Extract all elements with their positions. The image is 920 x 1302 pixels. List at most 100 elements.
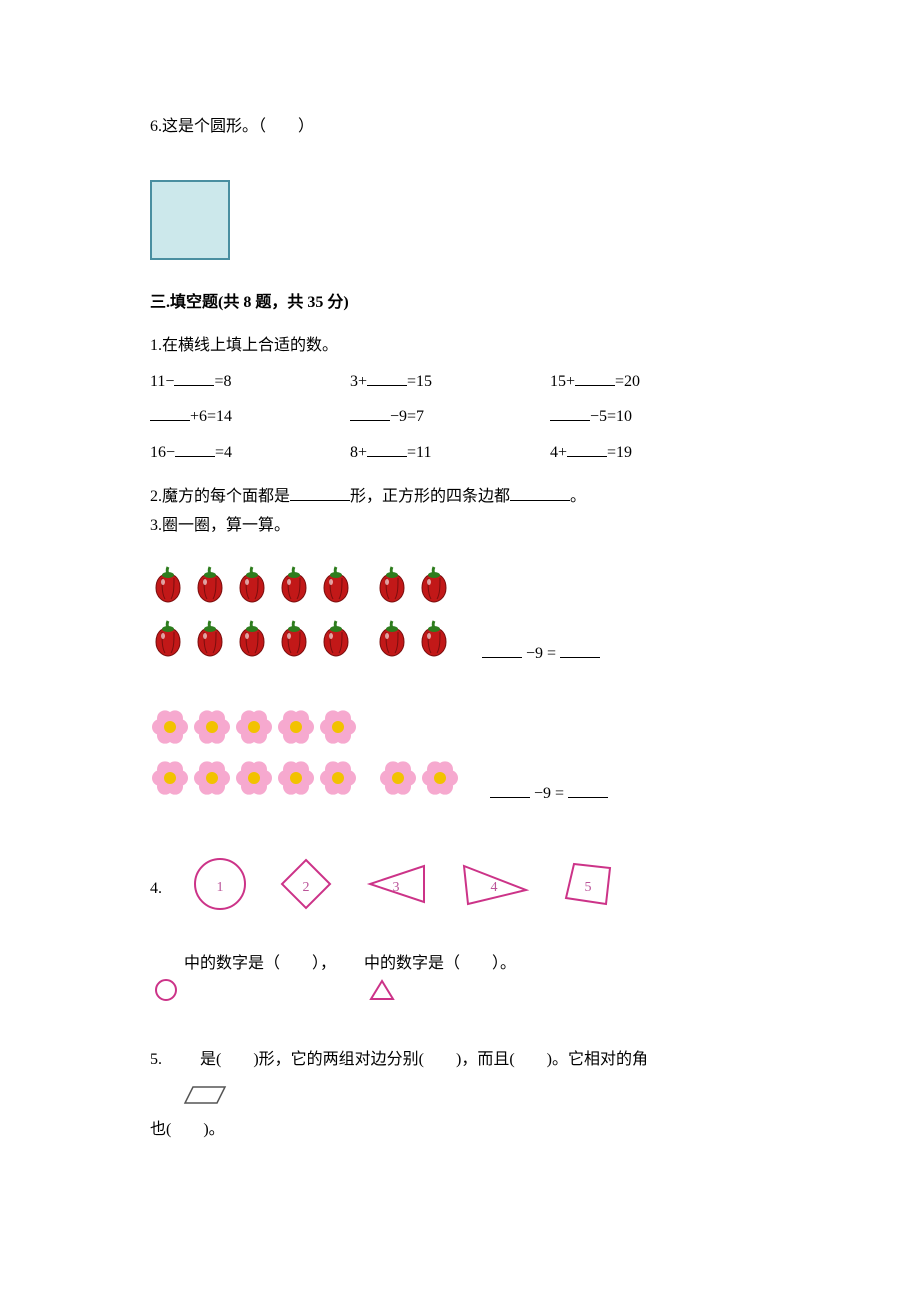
flower-equation: −9 = (490, 781, 608, 807)
eq-text: 8+ (350, 444, 367, 461)
shape-triangle-left: 3 (364, 860, 428, 917)
q5-number: 5. (150, 1051, 162, 1068)
pepper-icon (150, 618, 186, 658)
flower-icon (420, 758, 460, 798)
q2-text: 2.魔方的每个面都是 (150, 488, 290, 505)
blank (367, 370, 407, 386)
blank (568, 782, 608, 798)
flower-group-2 (378, 758, 460, 807)
shapes-container: 1 2 3 4 5 (192, 856, 616, 921)
parallelogram-icon (183, 1084, 227, 1106)
shape-circle: 1 (192, 856, 248, 921)
q5-text: 是( )形，它的两组对边分别( )，而且( )。它相对的角 (200, 1051, 648, 1068)
flower-icon (234, 707, 274, 747)
flower-icon (192, 758, 232, 798)
eq-cell: 4+ =19 (550, 440, 750, 466)
blank (575, 370, 615, 386)
blank (174, 370, 214, 386)
q2-text: 形，正方形的四条边都 (350, 488, 510, 505)
pepper-icon (234, 618, 270, 658)
flower-group-1 (150, 707, 358, 806)
section-3-title: 三.填空题(共 8 题，共 35 分) (150, 290, 780, 316)
eq-text: −9=7 (390, 408, 424, 425)
eq-text: +6=14 (190, 408, 232, 425)
flower-icon (276, 758, 316, 798)
blank (150, 405, 190, 421)
pepper-group-2 (374, 564, 452, 667)
pepper-icon (416, 564, 452, 604)
blank (490, 782, 530, 798)
eq-text: =19 (607, 444, 632, 461)
circle-icon (154, 978, 178, 1002)
q2-text: 。 (570, 488, 586, 505)
pepper-icon (374, 564, 410, 604)
eq-cell: 15+ =20 (550, 369, 750, 395)
blank (550, 405, 590, 421)
blank (350, 405, 390, 421)
pepper-icon (150, 564, 186, 604)
eq-text: 15+ (550, 373, 575, 390)
q4-text: 中的数字是（ ）， (184, 955, 336, 972)
pepper-icon (192, 564, 228, 604)
pepper-group-1 (150, 564, 354, 667)
pepper-icon (192, 618, 228, 658)
q5-text: 也( )。 (150, 1121, 225, 1138)
flower-icon (150, 707, 190, 747)
q4-text-line: 中的数字是（ ）， 中的数字是（ ）。 (150, 951, 780, 1002)
shape-triangle-right: 4 (458, 860, 530, 917)
blank (367, 441, 407, 457)
eq-cell: 8+=11 (350, 440, 550, 466)
icon-row (150, 564, 354, 613)
blank (482, 642, 522, 658)
q5-block: 5. 是( )形，它的两组对边分别( )，而且( )。它相对的角 也( )。 (150, 1042, 780, 1148)
flower-block: −9 = (150, 707, 780, 806)
worksheet-page: 6.这是个圆形。（ ） 三.填空题(共 8 题，共 35 分) 1.在横线上填上… (0, 0, 920, 1227)
shape-label: 2 (303, 877, 310, 899)
flower-icon (192, 707, 232, 747)
pepper-icon (276, 564, 312, 604)
q4-number: 4. (150, 876, 162, 902)
flower-icon (318, 707, 358, 747)
icon-row (150, 707, 358, 756)
pepper-icon (234, 564, 270, 604)
square-figure (150, 180, 230, 260)
shape-label: 1 (217, 877, 224, 899)
blank (290, 485, 350, 501)
eq-cell: 3+=15 (350, 369, 550, 395)
q6-text: 6.这是个圆形。（ ） (150, 114, 780, 140)
eq-row: 16− =4 8+=11 4+ =19 (150, 440, 780, 466)
icon-row (374, 618, 452, 667)
eq-text: 11− (150, 373, 174, 390)
pepper-block: −9 = (150, 564, 780, 667)
equation-grid: 11− =8 3+=15 15+ =20 +6=14 −9=7 −5=10 16− =… (150, 369, 780, 466)
shape-diamond: 2 (278, 856, 334, 921)
flower-icon (150, 758, 190, 798)
eq-text: 4+ (550, 444, 567, 461)
pepper-icon (416, 618, 452, 658)
flower-icon (378, 758, 418, 798)
eq-row: 11− =8 3+=15 15+ =20 (150, 369, 780, 395)
pepper-equation: −9 = (482, 641, 600, 667)
q4-text: 中的数字是（ ）。 (364, 955, 516, 972)
icon-row (378, 758, 460, 807)
q3-intro: 3.圈一圈，算一算。 (150, 513, 780, 539)
blank (560, 642, 600, 658)
eq-text: =20 (615, 373, 640, 390)
pepper-icon (318, 564, 354, 604)
q1-intro: 1.在横线上填上合适的数。 (150, 333, 780, 359)
q2-line: 2.魔方的每个面都是 形，正方形的四条边都 。 (150, 484, 780, 510)
flower-icon (318, 758, 358, 798)
eq-cell: +6=14 (150, 404, 350, 430)
eq-text: =15 (407, 373, 432, 390)
eq-text: 16− (150, 444, 175, 461)
eq-text: =4 (215, 444, 232, 461)
eq-text: =8 (214, 373, 231, 390)
icon-row (374, 564, 452, 613)
shape-label: 5 (585, 877, 592, 899)
shape-label: 4 (491, 877, 498, 899)
triangle-icon (369, 978, 395, 1002)
blank (567, 441, 607, 457)
eq-text: −9 = (534, 785, 564, 802)
eq-row: +6=14 −9=7 −5=10 (150, 404, 780, 430)
flower-icon (234, 758, 274, 798)
